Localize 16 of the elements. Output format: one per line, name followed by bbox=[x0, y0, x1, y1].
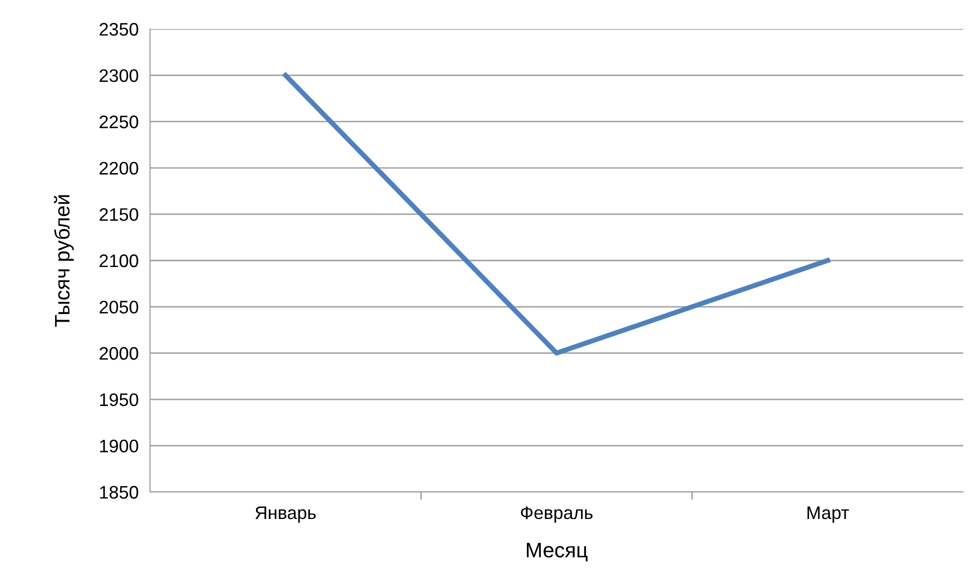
x-axis-title: Месяц bbox=[526, 542, 588, 562]
x-tick-label: Февраль bbox=[520, 506, 593, 523]
y-tick-label: 2050 bbox=[100, 300, 138, 314]
y-tick-label: 2250 bbox=[100, 116, 138, 128]
y-tick-label: 1950 bbox=[100, 393, 138, 406]
y-tick-label: 2350 bbox=[100, 22, 138, 36]
y-tick-label: 2100 bbox=[100, 254, 138, 268]
y-tick-label: 2300 bbox=[100, 69, 138, 82]
y-axis-title: Тысяч рублей bbox=[54, 195, 74, 327]
y-tick-label: 2000 bbox=[100, 347, 138, 360]
y-tick-label: 1850 bbox=[100, 486, 138, 499]
x-tick-label: Январь bbox=[255, 506, 316, 523]
y-tick-label: 1900 bbox=[100, 440, 138, 452]
x-tick-label: Март bbox=[808, 506, 849, 523]
y-tick-label: 2150 bbox=[100, 208, 138, 221]
y-tick-label: 2200 bbox=[100, 162, 138, 175]
